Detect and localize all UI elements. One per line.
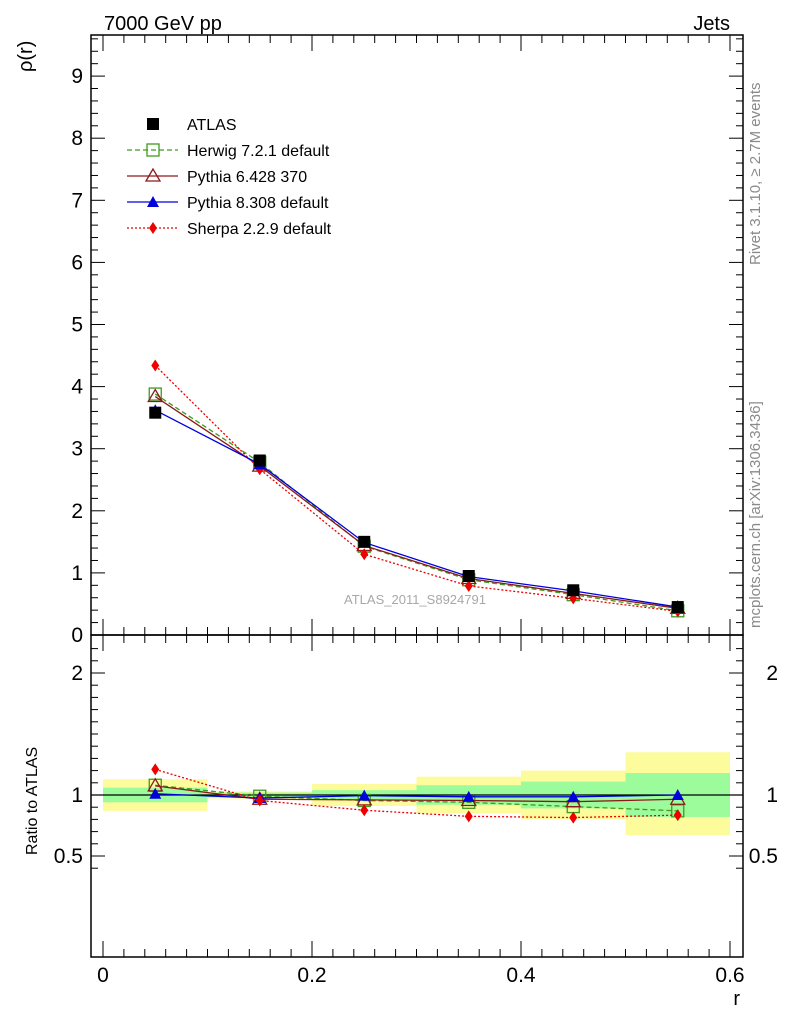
data-point-sherpa-2-2-9-default (464, 579, 473, 592)
top-y-axis-title: ρ(r) (15, 41, 37, 72)
ratio-point-sherpa-2-2-9-default (255, 794, 264, 807)
ratio-point-sherpa-2-2-9-default (151, 763, 160, 776)
y-tick-label: 1 (71, 562, 83, 585)
y-tick-label: 5 (71, 314, 83, 337)
y-tick-label: 9 (71, 65, 83, 88)
ratio-y-tick-label: 2 (71, 662, 83, 685)
ratio-point-pythia-8-308-default (567, 790, 580, 802)
legend-label: ATLAS (187, 117, 237, 134)
ratio-point-sherpa-2-2-9-default (360, 804, 369, 817)
ratio-panel: 0 0.2 0.4 0.6 0.5 0.5 1 1 2 2 (54, 634, 778, 987)
series-line-sherpa-2-2-9-default (154, 365, 678, 613)
legend-marker (147, 118, 159, 130)
y-tick-label: 8 (71, 127, 83, 150)
legend-label: Pythia 6.428 370 (187, 169, 307, 186)
data-point-atlas (567, 584, 580, 597)
data-point-herwig-7-2-1-default (148, 387, 162, 401)
legend: ATLAS Herwig 7.2.1 default Pythia 6.428 37… (127, 117, 332, 238)
legend-marker (149, 222, 157, 234)
ratio-y-tick-label: 0.5 (54, 845, 83, 868)
data-point-sherpa-2-2-9-default (360, 548, 369, 561)
y-tick-label: 0 (71, 624, 83, 647)
data-point-atlas (253, 454, 266, 467)
ratio-point-sherpa-2-2-9-default (673, 809, 682, 822)
legend-label: Sherpa 2.2.9 default (187, 221, 332, 238)
data-point-atlas (462, 570, 475, 583)
series-line-pythia-8-308-default (154, 409, 678, 608)
ratio-point-sherpa-2-2-9-default (464, 810, 473, 823)
x-tick-label: 0.6 (715, 964, 744, 987)
x-tick-label: 0.4 (506, 964, 536, 987)
x-axis-title: r (733, 988, 740, 1010)
ratio-point-pythia-8-308-default (462, 790, 475, 802)
y-tick-label: 6 (71, 251, 83, 274)
y-tick-label: 2 (71, 500, 83, 523)
ratio-point-pythia-8-308-default (149, 787, 162, 799)
legend-marker (144, 167, 162, 182)
data-point-atlas (149, 406, 162, 419)
legend-marker (146, 143, 160, 157)
ratio-point-pythia-8-308-default (671, 789, 684, 800)
header-left: 7000 GeV pp (104, 13, 222, 35)
legend-marker (147, 196, 159, 207)
ratio-y-axis-title: Ratio to ATLAS (24, 747, 41, 855)
x-tick-label: 0.2 (297, 964, 326, 987)
ratio-line-sherpa-2-2-9-default (155, 768, 678, 819)
ratio-point-pythia-8-308-default (358, 789, 371, 801)
legend-label: Pythia 8.308 default (187, 195, 329, 212)
ratio-y-tick-label-right: 2 (766, 662, 778, 685)
rivet-label: Rivet 3.1.10, ≥ 2.7M events (747, 83, 764, 266)
top-panel: 0 1 2 3 4 5 6 7 8 9 (71, 34, 744, 647)
ratio-line-herwig-7-2-1-default (155, 784, 678, 812)
ratio-y-tick-label: 1 (71, 784, 83, 807)
y-tick-label: 7 (71, 189, 83, 212)
series-line-herwig-7-2-1-default (154, 393, 678, 612)
legend-label: Herwig 7.2.1 default (187, 143, 330, 160)
data-point-pythia-6-428-370 (147, 388, 164, 403)
ratio-line-pythia-8-308-default (155, 793, 678, 799)
header-right: Jets (693, 13, 730, 35)
data-point-atlas (671, 601, 684, 614)
y-tick-label: 3 (71, 438, 83, 461)
y-tick-label: 4 (71, 376, 83, 399)
source-label: mcplots.cern.ch [arXiv:1306.3436] (747, 401, 764, 628)
data-point-atlas (358, 535, 371, 548)
analysis-watermark: ATLAS_2011_S8924791 (344, 592, 486, 607)
ratio-point-sherpa-2-2-9-default (569, 811, 578, 824)
ratio-y-tick-label-right: 1 (766, 784, 778, 807)
ratio-y-tick-label-right: 0.5 (749, 845, 778, 868)
data-point-sherpa-2-2-9-default (151, 359, 160, 372)
x-tick-label: 0 (97, 964, 109, 987)
series-line-pythia-6-428-370 (154, 395, 678, 609)
